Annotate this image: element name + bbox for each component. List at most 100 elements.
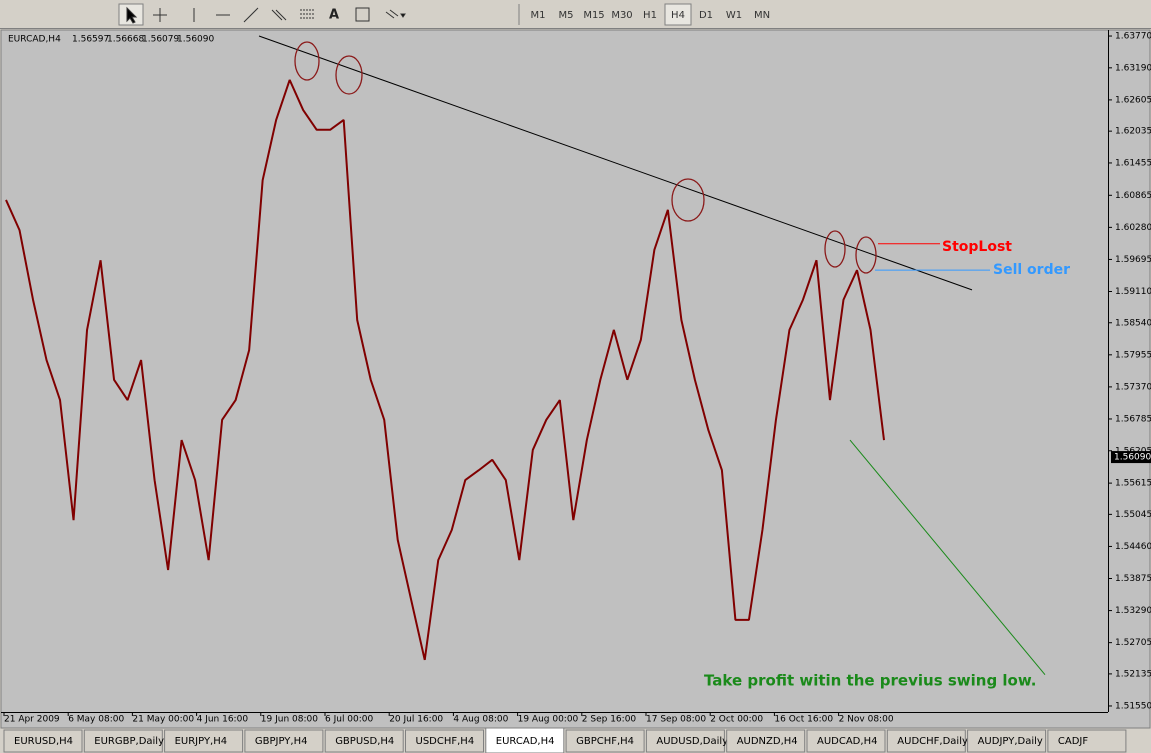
tab-label[interactable]: AUDCHF,Daily xyxy=(897,736,968,747)
y-tick-label: 1.53875 xyxy=(1115,574,1151,584)
swing-circle xyxy=(294,41,320,81)
tab-label[interactable]: EURGBP,Daily xyxy=(94,736,164,747)
y-tick-label: 1.56785 xyxy=(1115,414,1151,424)
tab-label[interactable]: EURJPY,H4 xyxy=(175,736,228,747)
timeframe-button[interactable]: M30 xyxy=(611,10,632,21)
y-tick-label: 1.52705 xyxy=(1115,638,1151,648)
tab[interactable] xyxy=(726,729,806,753)
tab-label[interactable]: EURUSD,H4 xyxy=(14,736,73,747)
y-tick-label: 1.53290 xyxy=(1115,606,1151,616)
tab[interactable] xyxy=(1047,729,1127,753)
trendline xyxy=(258,35,973,291)
y-tick-label: 1.61455 xyxy=(1115,158,1151,168)
tab[interactable] xyxy=(3,729,83,753)
fibo-icon[interactable] xyxy=(300,9,314,19)
x-tick-label: 21 May 00:00 xyxy=(132,715,194,725)
x-tick-label: 17 Sep 08:00 xyxy=(646,715,706,725)
y-tick-label: 1.57370 xyxy=(1115,382,1151,392)
tab[interactable] xyxy=(324,729,404,753)
tab-label[interactable]: EURCAD,H4 xyxy=(496,736,555,747)
arrows-icon[interactable] xyxy=(385,9,406,19)
timeframe-button[interactable]: H4 xyxy=(671,10,685,21)
x-tick-label: 16 Oct 16:00 xyxy=(774,715,833,725)
timeframe-active[interactable] xyxy=(664,3,692,26)
y-tick-label: 1.52135 xyxy=(1115,669,1151,679)
tab[interactable] xyxy=(645,729,725,753)
tab[interactable] xyxy=(405,729,484,753)
symbol-tabs: EURUSD,H4 EURGBP,Daily EURJPY,H4 GBPJPY,H4 G… xyxy=(3,727,1127,753)
drawing-tools xyxy=(118,3,406,26)
channel-icon[interactable] xyxy=(271,9,287,21)
tab[interactable] xyxy=(967,729,1047,753)
y-tick-label: 1.55045 xyxy=(1115,510,1151,520)
ohlc-value: 1.56079 xyxy=(142,35,179,45)
x-tick-label: 2 Nov 08:00 xyxy=(839,715,894,725)
tab[interactable] xyxy=(83,729,163,753)
tab[interactable] xyxy=(244,729,324,753)
tab-label[interactable]: AUDCAD,H4 xyxy=(817,736,877,747)
timeframe-button[interactable]: M5 xyxy=(559,10,574,21)
trendline-icon[interactable] xyxy=(243,7,259,23)
target-line xyxy=(849,439,1046,676)
tab[interactable] xyxy=(886,729,966,753)
swing-circle xyxy=(335,55,363,95)
crosshair-icon[interactable] xyxy=(153,8,167,22)
swing-circles xyxy=(294,41,877,274)
timeframe-bar: M1 M5 M15 M30 H1 H4 D1 W1 MN xyxy=(518,3,770,26)
y-tick-label: 1.59695 xyxy=(1115,255,1151,265)
tab-label[interactable]: AUDUSD,Daily xyxy=(656,736,728,747)
label-icon[interactable] xyxy=(355,7,370,22)
timeframe-button[interactable]: M15 xyxy=(583,10,604,21)
tab-label[interactable]: GBPCHF,H4 xyxy=(576,736,634,747)
take-profit-note: Take profit witin the previus swing low. xyxy=(704,672,1036,690)
y-tick-label: 1.63770 xyxy=(1115,32,1151,42)
x-tick-label: 21 Apr 2009 xyxy=(4,715,60,725)
swing-circle xyxy=(824,230,846,268)
tab-label[interactable]: GBPUSD,H4 xyxy=(335,736,394,747)
timeframe-button[interactable]: W1 xyxy=(726,10,742,21)
tab[interactable] xyxy=(565,729,645,753)
tab-label[interactable]: CADJF xyxy=(1058,736,1088,747)
y-tick-label: 1.62035 xyxy=(1115,127,1151,137)
plot: 1.63770 1.63190 1.62605 1.62035 1.61455 1.608… xyxy=(3,32,1151,725)
timeframe-button[interactable]: MN xyxy=(754,10,770,21)
timeframe-button[interactable]: D1 xyxy=(699,10,713,21)
swing-circle xyxy=(855,236,877,274)
y-tick-label: 1.55615 xyxy=(1115,479,1151,489)
tab-label[interactable]: GBPJPY,H4 xyxy=(255,736,308,747)
chart-area xyxy=(0,29,1151,729)
x-tick-label: 2 Oct 00:00 xyxy=(710,715,763,725)
tab-label[interactable]: USDCHF,H4 xyxy=(416,736,475,747)
y-tick-label: 1.60865 xyxy=(1115,191,1151,201)
x-tick-label: 6 May 08:00 xyxy=(68,715,124,725)
timeframe-button[interactable]: M1 xyxy=(531,10,546,21)
tab[interactable] xyxy=(806,729,886,753)
tab[interactable] xyxy=(164,729,244,753)
x-tick-label: 20 Jul 16:00 xyxy=(389,715,443,725)
current-price-label: 1.56090 xyxy=(1114,453,1151,463)
stop-loss-label: StopLost xyxy=(942,239,1012,255)
y-tick-label: 1.59110 xyxy=(1115,287,1151,297)
timeframe-button[interactable]: H1 xyxy=(643,10,657,21)
ohlc-value: 1.56090 xyxy=(177,35,214,45)
y-tick-label: 1.58540 xyxy=(1115,318,1151,328)
tab-active[interactable] xyxy=(485,727,565,753)
y-tick-label: 1.62605 xyxy=(1115,95,1151,105)
swing-circle xyxy=(671,178,705,222)
y-tick-label: 1.63190 xyxy=(1115,63,1151,73)
toolbar xyxy=(0,0,1151,29)
x-tick-label: 6 Jul 00:00 xyxy=(325,715,374,725)
price-line xyxy=(5,79,885,661)
tab-label[interactable]: AUDNZD,H4 xyxy=(737,736,798,747)
tab-label[interactable]: AUDJPY,Daily xyxy=(978,736,1043,747)
text-tool[interactable]: A xyxy=(329,8,339,23)
cursor-icon xyxy=(126,6,138,24)
y-tick-label: 1.54460 xyxy=(1115,542,1151,552)
current-price-box xyxy=(1111,451,1151,464)
ohlc-value: 1.56597 xyxy=(72,35,109,45)
ohlc-value: 1.56668 xyxy=(107,35,144,45)
y-tick-label: 1.57955 xyxy=(1115,350,1151,360)
